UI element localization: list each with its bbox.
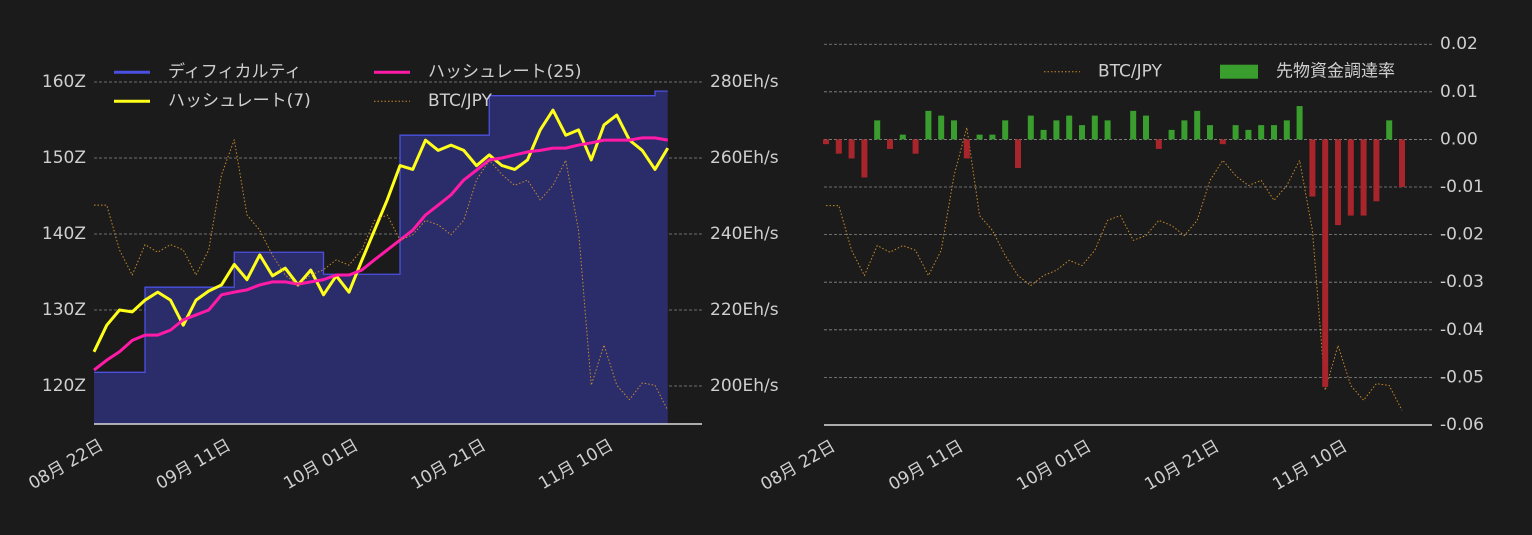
- y-tick-label: -0.03: [1440, 272, 1484, 292]
- line: [93, 136, 669, 372]
- bar: [1155, 139, 1162, 149]
- bar: [1322, 139, 1329, 387]
- bar: [1360, 139, 1367, 216]
- bar: [1104, 120, 1111, 140]
- bar: [1219, 139, 1226, 145]
- y-tick-label: 140Z: [42, 224, 86, 244]
- bar: [1143, 115, 1149, 140]
- y-tick-label: 0.00: [1440, 129, 1478, 149]
- legend-label: BTC/JPY: [428, 91, 493, 111]
- line: [826, 127, 1403, 411]
- bar: [1399, 139, 1405, 188]
- bar: [1309, 139, 1316, 197]
- legend-label: BTC/JPY: [1098, 62, 1163, 82]
- bar: [1168, 129, 1175, 140]
- y2-tick-label: 280Eh/s: [710, 72, 779, 92]
- bar: [1066, 115, 1073, 140]
- y2-tick-label: 260Eh/s: [710, 148, 779, 168]
- bar: [1245, 129, 1252, 140]
- bar: [848, 139, 855, 159]
- y-tick-label: -0.01: [1440, 177, 1484, 197]
- bar: [887, 139, 893, 149]
- bar: [1207, 125, 1213, 140]
- y-tick-label: 130Z: [42, 300, 86, 320]
- legend-label: 先物資金調達率: [1276, 62, 1395, 82]
- legend-label: ハッシュレート(7): [168, 91, 311, 111]
- bar: [1130, 110, 1137, 140]
- bar: [1373, 139, 1380, 202]
- y2-tick-label: 200Eh/s: [710, 376, 779, 396]
- bar: [1053, 120, 1060, 140]
- line: [94, 90, 668, 373]
- bar: [1015, 139, 1021, 168]
- y-tick-label: 0.01: [1440, 82, 1478, 102]
- bar: [1194, 110, 1201, 140]
- bar: [912, 139, 919, 154]
- legend-label: ハッシュレート(25): [428, 62, 582, 82]
- y-tick-label: 120Z: [42, 376, 86, 396]
- bar: [1386, 120, 1393, 140]
- bar: [1347, 139, 1354, 216]
- area: [94, 91, 668, 425]
- bar: [1079, 125, 1085, 140]
- bar: [976, 134, 983, 140]
- bar: [963, 139, 970, 159]
- line: [92, 108, 670, 353]
- bar: [938, 115, 945, 140]
- y-tick-label: 0.02: [1440, 34, 1478, 54]
- bar: [1258, 125, 1265, 140]
- y-tick-label: 160Z: [42, 72, 86, 92]
- bar: [1027, 115, 1034, 140]
- line: [94, 139, 669, 411]
- bar: [1091, 115, 1098, 140]
- bar: [899, 134, 906, 140]
- bar: [1002, 120, 1009, 140]
- legend-label: ディフィカルティ: [168, 61, 301, 82]
- bar: [1335, 139, 1341, 226]
- bar: [1283, 120, 1290, 140]
- bar: [1232, 125, 1239, 140]
- y2-tick-label: 220Eh/s: [710, 300, 779, 320]
- bar: [835, 139, 842, 154]
- legend-swatch: [1220, 64, 1258, 79]
- y-tick-label: -0.05: [1440, 367, 1484, 387]
- bar: [874, 120, 881, 140]
- bar: [1271, 125, 1277, 140]
- bar: [925, 110, 932, 140]
- y-tick-label: 150Z: [42, 148, 86, 168]
- y-tick-label: -0.06: [1440, 415, 1484, 435]
- bar: [861, 139, 868, 178]
- bar: [951, 120, 957, 140]
- bar: [1040, 129, 1047, 140]
- bar: [1181, 120, 1188, 140]
- bar: [823, 139, 829, 145]
- y-tick-label: -0.02: [1440, 225, 1484, 245]
- y-tick-label: -0.04: [1440, 320, 1484, 340]
- bar: [1296, 106, 1303, 140]
- y2-tick-label: 240Eh/s: [710, 224, 779, 244]
- bar: [989, 134, 996, 140]
